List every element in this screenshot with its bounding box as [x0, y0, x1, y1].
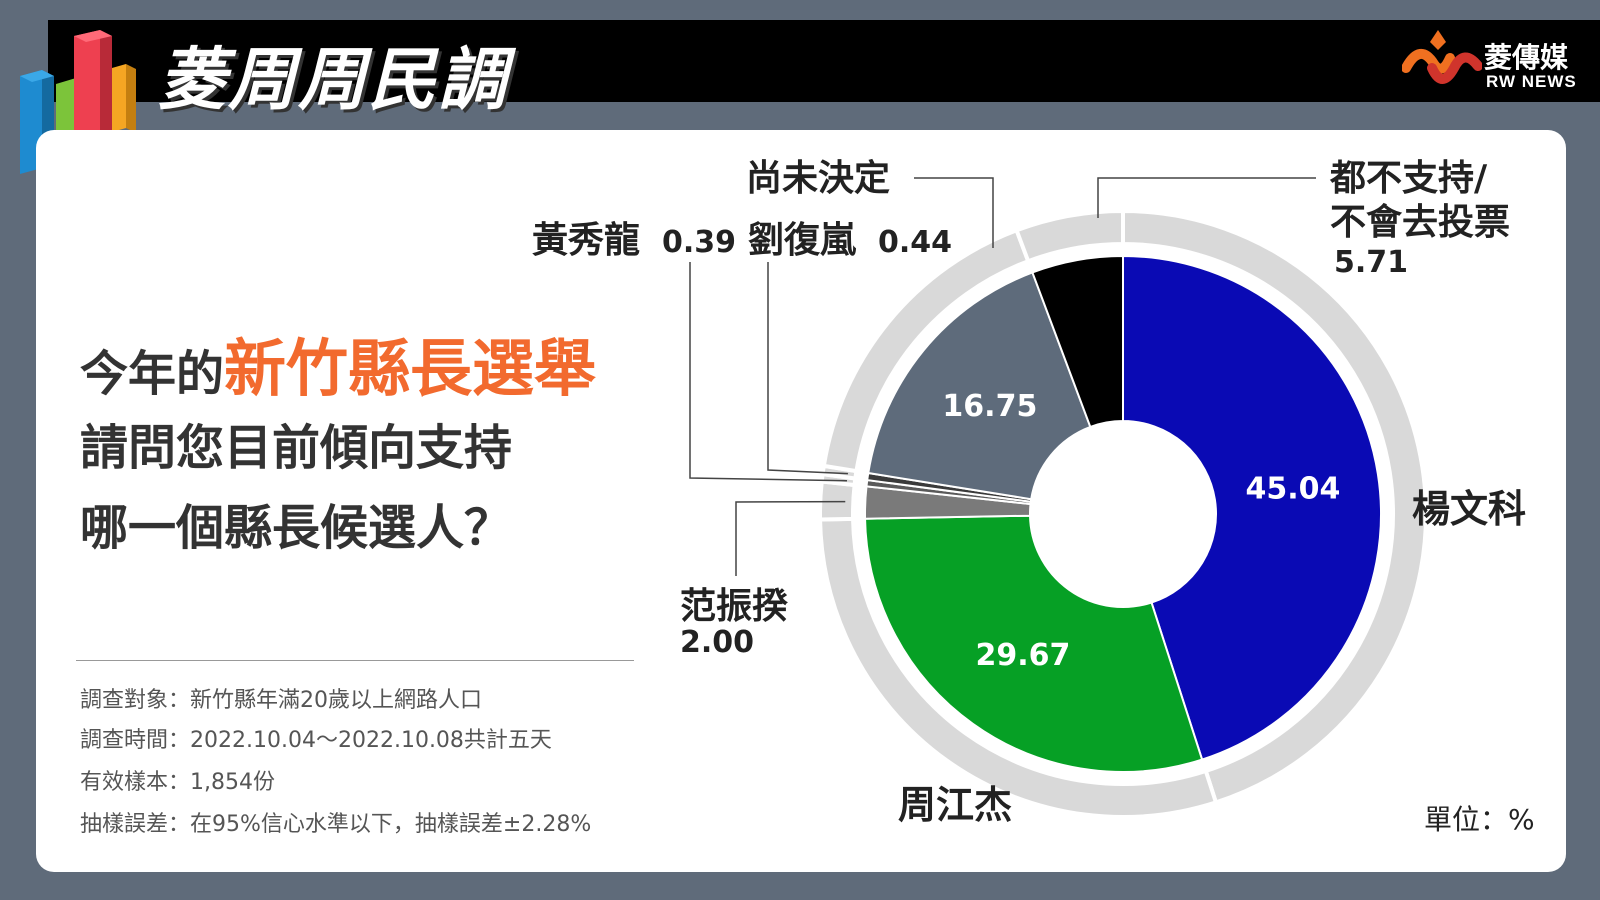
ring-segment-6: [1014, 208, 1125, 264]
slice-value-1: 29.67: [976, 638, 1071, 673]
donut-hole: [1030, 421, 1216, 607]
value-slice-4: 0.44: [878, 225, 952, 260]
value-slice-3: 0.39: [662, 225, 736, 260]
question-prefix: 今年的: [80, 346, 225, 402]
label-slice-5: 尚未決定: [746, 158, 890, 199]
leader-slice-3: [689, 262, 848, 482]
slice-value-0: 45.04: [1245, 471, 1340, 506]
rwnews-logo-icon: [1401, 30, 1483, 84]
question-highlight: 新竹縣長選舉: [224, 332, 597, 405]
label-slice-0: 楊文科: [1412, 487, 1526, 531]
leader-slice-4: [767, 262, 848, 475]
page-title: 菱周周民調: [158, 41, 509, 120]
question-line-3: 哪一個縣長候選人？: [80, 500, 513, 556]
label-slice-3: 黃秀龍: [532, 220, 640, 261]
unit-label: 單位：%: [1424, 803, 1535, 836]
question-line-1: 今年的新竹縣長選舉: [80, 318, 596, 408]
divider: [76, 660, 634, 661]
survey-sample: 有效樣本：1,854份: [80, 770, 275, 795]
survey-period: 調查時間：2022.10.04～2022.10.08共計五天: [80, 728, 552, 753]
brand-sub: RW NEWS: [1486, 72, 1577, 91]
slice-value-5: 16.75: [942, 389, 1037, 424]
question-line-2: 請問您目前傾向支持: [80, 420, 513, 476]
brand-name: 菱傳媒: [1484, 41, 1569, 74]
survey-target: 調查對象：新竹縣年滿20歲以上網路人口: [80, 688, 482, 713]
leader-slice-5: [914, 177, 994, 248]
value-slice-6: 5.71: [1334, 245, 1408, 280]
label-slice-1: 周江杰: [898, 783, 1012, 827]
leader-slice-6: [1097, 177, 1316, 218]
leader-slice-2: [735, 500, 846, 576]
value-slice-2: 2.00: [680, 625, 754, 660]
brand-logo: 菱傳媒 RW NEWS: [1401, 28, 1582, 94]
label-slice-6a: 都不支持/: [1329, 158, 1488, 199]
label-slice-2: 范振揆: [680, 586, 788, 627]
label-slice-6b: 不會去投票: [1330, 202, 1510, 243]
ring-segment-2: [818, 479, 857, 522]
label-slice-4: 劉復嵐: [748, 220, 857, 261]
survey-error: 抽樣誤差：在95%信心水準以下，抽樣誤差±2.28%: [80, 812, 592, 837]
header-bar: [48, 20, 1600, 102]
